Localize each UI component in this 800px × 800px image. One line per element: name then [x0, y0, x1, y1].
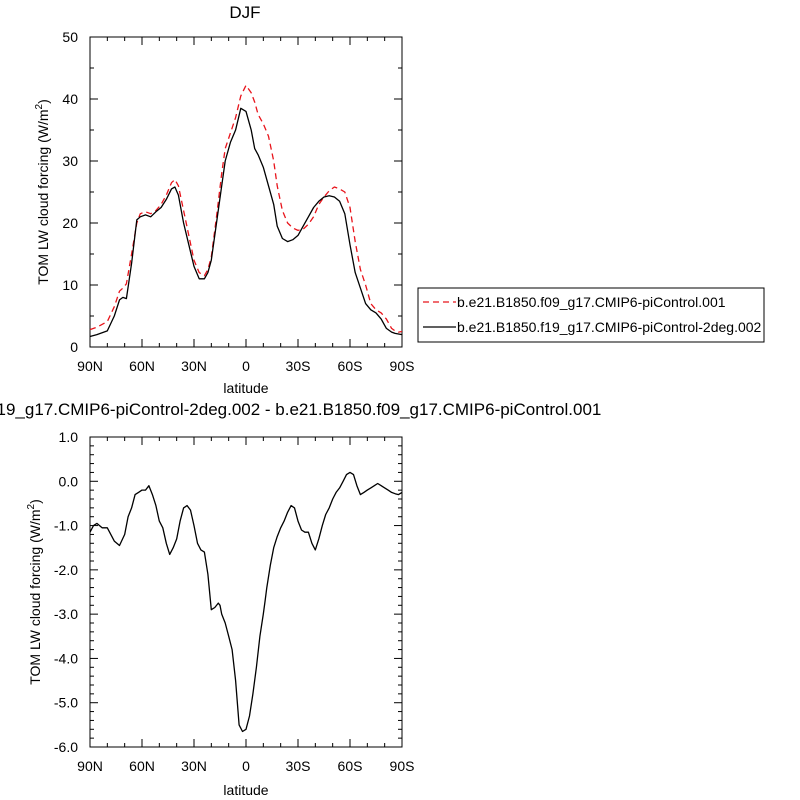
- top-chart-series: [89, 84, 403, 338]
- bottom-x-tick-label: 30N: [181, 758, 207, 774]
- legend-box: [417, 287, 765, 343]
- bottom-y-tick-label: 1.0: [59, 429, 79, 445]
- bottom-chart-title: b.e21.B1850.f19_g17.CMIP6-piControl-2deg…: [0, 400, 601, 419]
- top-series-line-2: [89, 107, 403, 338]
- top-y-tick-label: 50: [62, 29, 78, 45]
- chart-legend: b.e21.B1850.f09_g17.CMIP6-piControl.001 …: [417, 287, 765, 343]
- top-x-tick-label: 60S: [338, 358, 363, 374]
- bottom-chart-ticks: 90N 60N 30N 0 30S 60S 90S 1.0 0.0 -1.0 -2.0 -3.0 -4.…: [54, 429, 415, 774]
- top-x-tick-label: 60N: [129, 358, 155, 374]
- top-y-tick-label: 0: [70, 339, 78, 355]
- bottom-x-tick-label: 90N: [77, 758, 103, 774]
- bottom-y-tick-label: -2.0: [54, 562, 78, 578]
- legend-label-series-2: b.e21.B1850.f19_g17.CMIP6-piControl-2deg…: [457, 319, 762, 335]
- top-series-line-1: [89, 84, 403, 333]
- bottom-y-tick-label: -4.0: [54, 650, 78, 666]
- top-y-tick-label: 30: [62, 153, 78, 169]
- bottom-y-tick-label: -1.0: [54, 518, 78, 534]
- bottom-plot-frame: [89, 436, 403, 748]
- top-x-axis-label: latitude: [223, 380, 268, 396]
- top-x-tick-label: 30S: [286, 358, 311, 374]
- bottom-x-tick-label: 60S: [338, 758, 363, 774]
- bottom-x-tick-label: 30S: [286, 758, 311, 774]
- top-chart-title: DJF: [229, 3, 260, 22]
- bottom-y-axis-label: TOM LW cloud forcing (W/m2): [26, 499, 43, 685]
- top-chart-ticks: 90N 60N 30N 0 30S 60S 90S 0 10 20 30 40 50: [62, 29, 414, 374]
- top-y-tick-label: 40: [62, 91, 78, 107]
- top-x-tick-label: 90N: [77, 358, 103, 374]
- top-y-axis-label: TOM LW cloud forcing (W/m2): [34, 99, 51, 285]
- top-line-chart: DJF 90N 60N 30N 0 30S 60S 90S 0 10 20 30 40 50 latit…: [34, 3, 414, 396]
- top-y-tick-label: 20: [62, 215, 78, 231]
- bottom-x-tick-label: 90S: [390, 758, 415, 774]
- top-y-tick-label: 10: [62, 277, 78, 293]
- bottom-y-tick-label: -6.0: [54, 739, 78, 755]
- bottom-chart-series: [89, 471, 403, 733]
- top-x-tick-label: 0: [242, 358, 250, 374]
- bottom-x-axis-label: latitude: [223, 782, 268, 798]
- top-x-tick-label: 30N: [181, 358, 207, 374]
- bottom-series-line-1: [89, 471, 403, 733]
- legend-label-series-1: b.e21.B1850.f09_g17.CMIP6-piControl.001: [457, 294, 726, 310]
- bottom-y-tick-label: -5.0: [54, 695, 78, 711]
- bottom-line-chart: b.e21.B1850.f19_g17.CMIP6-piControl-2deg…: [0, 400, 601, 798]
- bottom-x-tick-label: 0: [242, 758, 250, 774]
- bottom-y-tick-label: 0.0: [59, 473, 79, 489]
- top-x-tick-label: 90S: [390, 358, 415, 374]
- top-plot-frame: [89, 36, 403, 348]
- bottom-y-tick-label: -3.0: [54, 606, 78, 622]
- bottom-x-tick-label: 60N: [129, 758, 155, 774]
